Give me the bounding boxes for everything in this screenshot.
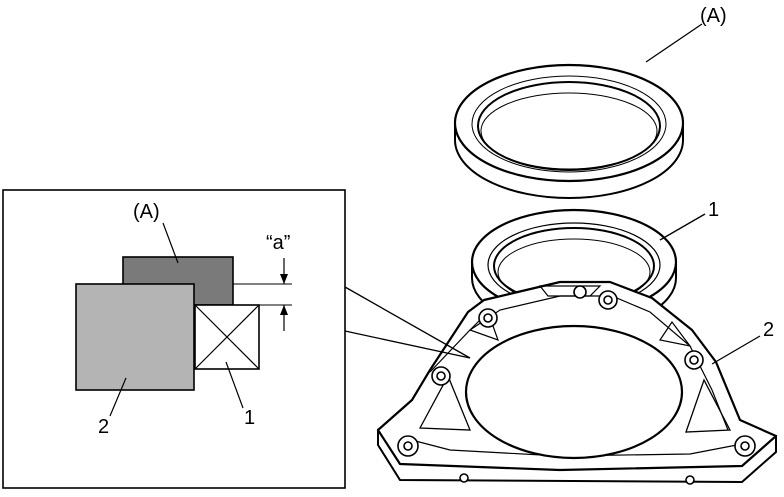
- detail-housing-leader: [109, 377, 127, 417]
- gap-dimension: [233, 258, 292, 331]
- housing-label: 2: [763, 319, 774, 341]
- detail-seal-label: 1: [244, 407, 255, 429]
- gap-dimension-label: “a”: [266, 232, 290, 254]
- detail-ring-a-leader: [162, 222, 179, 264]
- callout-line-top: [344, 286, 471, 359]
- ring-a-leader: [645, 23, 703, 63]
- housing-leader: [711, 335, 761, 365]
- rear-cover-housing: [376, 280, 778, 485]
- detail-seal-leader: [225, 361, 244, 409]
- detail-housing-section: [75, 283, 195, 391]
- detail-seal-section: [194, 304, 260, 370]
- ring-a-part: [453, 63, 685, 199]
- callout-line-bottom: [344, 330, 471, 359]
- detail-housing-label: 2: [98, 416, 109, 438]
- ring-a-label: (A): [700, 5, 727, 27]
- oil-seal-label: 1: [708, 199, 719, 221]
- oil-seal-leader: [659, 213, 706, 241]
- detail-ring-a-label: (A): [133, 201, 160, 223]
